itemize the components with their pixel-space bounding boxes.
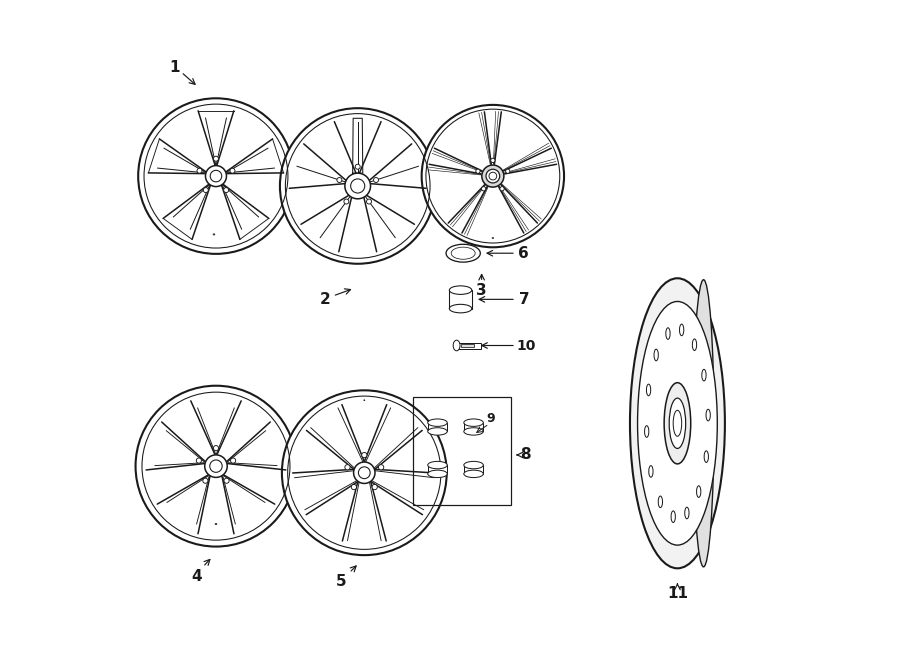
Ellipse shape — [646, 384, 651, 396]
Bar — [413, 397, 510, 505]
Text: 8: 8 — [520, 448, 531, 463]
Ellipse shape — [356, 164, 360, 169]
Ellipse shape — [454, 340, 460, 351]
Ellipse shape — [196, 458, 202, 463]
Ellipse shape — [654, 349, 658, 361]
Ellipse shape — [230, 458, 236, 463]
Text: 6: 6 — [518, 246, 529, 261]
Ellipse shape — [428, 428, 447, 435]
Bar — [456, 342, 481, 348]
Ellipse shape — [500, 187, 504, 191]
Ellipse shape — [702, 369, 706, 381]
Ellipse shape — [449, 305, 472, 313]
Ellipse shape — [482, 187, 486, 191]
Ellipse shape — [345, 173, 371, 199]
Ellipse shape — [282, 391, 446, 555]
Ellipse shape — [666, 328, 670, 340]
Ellipse shape — [671, 511, 675, 522]
Ellipse shape — [693, 280, 714, 567]
Ellipse shape — [697, 486, 701, 497]
Ellipse shape — [351, 485, 356, 490]
Ellipse shape — [486, 169, 500, 183]
Text: 3: 3 — [476, 283, 487, 298]
Text: 9: 9 — [487, 412, 495, 425]
Ellipse shape — [464, 419, 483, 426]
Ellipse shape — [230, 168, 235, 173]
Ellipse shape — [506, 169, 510, 173]
Ellipse shape — [644, 426, 649, 438]
Ellipse shape — [428, 470, 447, 477]
Ellipse shape — [202, 478, 208, 483]
Ellipse shape — [210, 460, 222, 472]
Ellipse shape — [446, 244, 481, 262]
Ellipse shape — [464, 470, 483, 477]
Ellipse shape — [213, 156, 219, 162]
Ellipse shape — [422, 105, 564, 248]
Ellipse shape — [280, 108, 436, 263]
Bar — [428, 422, 447, 432]
Ellipse shape — [464, 461, 483, 469]
Ellipse shape — [213, 446, 219, 451]
Bar — [464, 422, 483, 432]
Ellipse shape — [673, 410, 681, 436]
Ellipse shape — [358, 467, 370, 479]
Ellipse shape — [685, 507, 689, 519]
Text: 2: 2 — [320, 292, 330, 307]
Ellipse shape — [362, 452, 367, 457]
Ellipse shape — [704, 451, 708, 463]
Bar — [464, 465, 483, 474]
Ellipse shape — [649, 465, 653, 477]
Ellipse shape — [136, 386, 296, 547]
Ellipse shape — [345, 465, 350, 470]
Ellipse shape — [205, 166, 227, 187]
Ellipse shape — [204, 455, 227, 477]
Ellipse shape — [428, 419, 447, 426]
Ellipse shape — [351, 179, 364, 193]
Ellipse shape — [224, 478, 230, 483]
Ellipse shape — [379, 465, 383, 470]
Ellipse shape — [139, 98, 293, 254]
Ellipse shape — [706, 409, 710, 421]
Ellipse shape — [211, 170, 221, 182]
Text: 5: 5 — [336, 574, 346, 589]
Text: 4: 4 — [191, 569, 202, 584]
Text: 1: 1 — [169, 60, 180, 75]
Ellipse shape — [215, 524, 217, 525]
Ellipse shape — [630, 278, 725, 568]
Ellipse shape — [213, 234, 215, 235]
Ellipse shape — [464, 428, 483, 435]
Ellipse shape — [428, 461, 447, 469]
Ellipse shape — [670, 398, 686, 448]
Ellipse shape — [224, 187, 229, 193]
Ellipse shape — [197, 168, 202, 173]
Ellipse shape — [692, 339, 697, 351]
Ellipse shape — [344, 199, 349, 204]
Ellipse shape — [637, 301, 717, 545]
Ellipse shape — [658, 496, 662, 508]
Ellipse shape — [203, 187, 208, 193]
Ellipse shape — [374, 177, 379, 183]
Ellipse shape — [489, 172, 497, 180]
Bar — [428, 465, 447, 474]
Ellipse shape — [482, 165, 504, 187]
Ellipse shape — [664, 383, 690, 464]
Ellipse shape — [491, 158, 495, 163]
Ellipse shape — [354, 462, 375, 483]
Text: 10: 10 — [516, 338, 536, 352]
Ellipse shape — [366, 199, 372, 204]
Bar — [449, 290, 472, 308]
Bar — [461, 344, 473, 348]
Ellipse shape — [449, 286, 472, 295]
Ellipse shape — [680, 324, 684, 336]
Ellipse shape — [337, 177, 342, 183]
Ellipse shape — [476, 169, 480, 173]
Text: 7: 7 — [518, 292, 529, 307]
Ellipse shape — [372, 485, 377, 490]
Text: 11: 11 — [667, 586, 688, 601]
